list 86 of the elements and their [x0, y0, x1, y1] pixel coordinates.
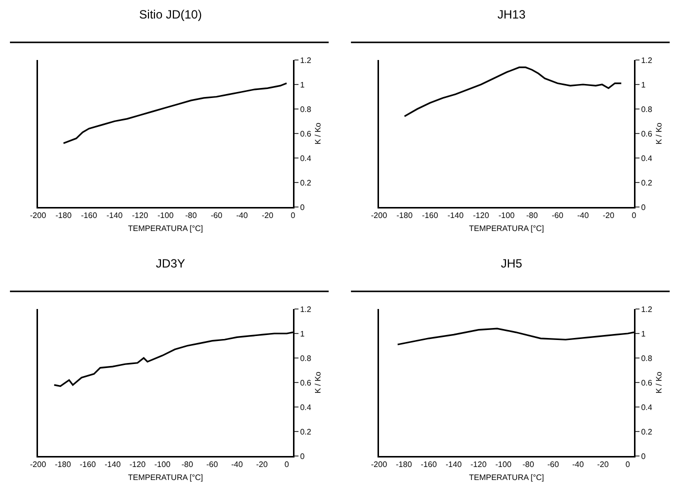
x-tick-label: -20: [602, 211, 615, 220]
x-tick-label: -80: [181, 460, 194, 470]
y-tick-label: 0.8: [641, 104, 653, 114]
x-tick-label: -160: [80, 460, 96, 470]
y-tick-label: 1: [641, 329, 646, 338]
y-tick-label: 0.2: [300, 178, 312, 188]
x-axis-title: TEMPERATURA [°C]: [468, 472, 544, 482]
y-tick-label: 0.8: [300, 104, 312, 114]
x-tick-label: -140: [106, 211, 124, 220]
y-tick-label: 0.2: [300, 427, 312, 436]
y-tick-label: 0.6: [641, 378, 653, 388]
x-tick-label: -40: [577, 211, 590, 220]
x-tick-label: -80: [526, 211, 538, 220]
x-tick-label: -200: [370, 460, 388, 470]
x-tick-label: -60: [547, 460, 560, 470]
line-series: [62, 82, 288, 144]
x-tick-label: -160: [420, 460, 438, 470]
x-tick-label: -160: [422, 211, 439, 220]
x-tick-label: -80: [185, 211, 198, 220]
y-tick-label: 1: [300, 329, 306, 338]
y-tick-label: 0.2: [641, 427, 653, 436]
x-tick-label: -180: [396, 211, 414, 220]
x-tick-label: -40: [572, 460, 584, 470]
y-tick-label: 0.4: [300, 154, 312, 163]
y-tick-label: 1.2: [641, 304, 653, 314]
x-axis-title: TEMPERATURA [°C]: [128, 472, 204, 482]
x-tick-label: 0: [626, 460, 631, 470]
x-tick-label: -100: [157, 211, 174, 220]
y-tick-label: 0: [300, 452, 306, 461]
y-tick-label: 1.2: [641, 56, 653, 65]
chart-title: JH13: [497, 7, 526, 22]
x-tick-label: -140: [447, 211, 464, 220]
x-axis-title: TEMPERATURA [°C]: [128, 224, 204, 233]
x-tick-label: -80: [522, 460, 535, 470]
x-tick-label: -180: [396, 460, 412, 470]
y-tick-label: 0.4: [641, 402, 653, 412]
y-tick-label: 0: [641, 202, 646, 212]
y-tick-label: 1: [300, 80, 306, 90]
x-tick-label: -20: [262, 211, 274, 220]
y-tick-label: 0: [641, 452, 646, 461]
x-tick-label: 0: [290, 211, 296, 220]
y-tick-label: 0.6: [641, 129, 653, 138]
y-tick-label: 0.8: [300, 354, 312, 363]
y-axis-title: K / Ko: [314, 371, 323, 394]
y-tick-label: 0.6: [300, 129, 312, 138]
x-tick-label: -20: [256, 460, 268, 470]
x-tick-label: -200: [370, 211, 388, 220]
x-tick-label: 0: [284, 460, 290, 470]
y-tick-label: 0.2: [641, 178, 653, 188]
x-tick-label: -120: [472, 211, 490, 220]
y-axis-title: K / Ko: [654, 371, 664, 394]
line-series: [404, 66, 622, 118]
y-tick-label: 1.2: [300, 304, 312, 314]
y-axis-title: K / Ko: [314, 122, 323, 144]
y-tick-label: 0.6: [300, 378, 312, 388]
x-tick-label: -60: [552, 211, 564, 220]
x-tick-label: -100: [498, 211, 516, 220]
x-tick-label: -140: [446, 460, 462, 470]
x-tick-label: -160: [80, 211, 98, 220]
chart-title: JH5: [500, 256, 522, 270]
x-tick-label: -20: [597, 460, 610, 470]
y-tick-label: 0.4: [300, 402, 312, 412]
x-tick-label: -180: [54, 460, 72, 470]
chart-title: Sitio JD(10): [139, 7, 202, 22]
x-axis-title: TEMPERATURA [°C]: [468, 224, 544, 233]
y-tick-label: 1.2: [300, 56, 312, 65]
y-tick-label: 0: [300, 202, 306, 212]
x-tick-label: -120: [130, 460, 146, 470]
y-axis-title: K / Ko: [654, 122, 664, 144]
y-tick-label: 0.4: [641, 154, 653, 163]
x-tick-label: 0: [632, 211, 637, 220]
x-tick-label: -40: [231, 460, 244, 470]
x-tick-label: -100: [495, 460, 512, 470]
y-tick-label: 0.8: [641, 354, 653, 363]
x-tick-label: -60: [206, 460, 218, 470]
x-tick-label: -100: [154, 460, 171, 470]
x-tick-label: -200: [30, 211, 47, 220]
y-tick-label: 1: [641, 80, 646, 90]
x-tick-label: -140: [104, 460, 122, 470]
x-tick-label: -180: [55, 211, 72, 220]
x-tick-label: -60: [210, 211, 223, 220]
x-tick-label: -120: [470, 460, 488, 470]
chart-title: JD3Y: [156, 256, 186, 270]
x-tick-label: -40: [236, 211, 248, 220]
x-tick-label: -200: [30, 460, 47, 470]
x-tick-label: -120: [132, 211, 149, 220]
